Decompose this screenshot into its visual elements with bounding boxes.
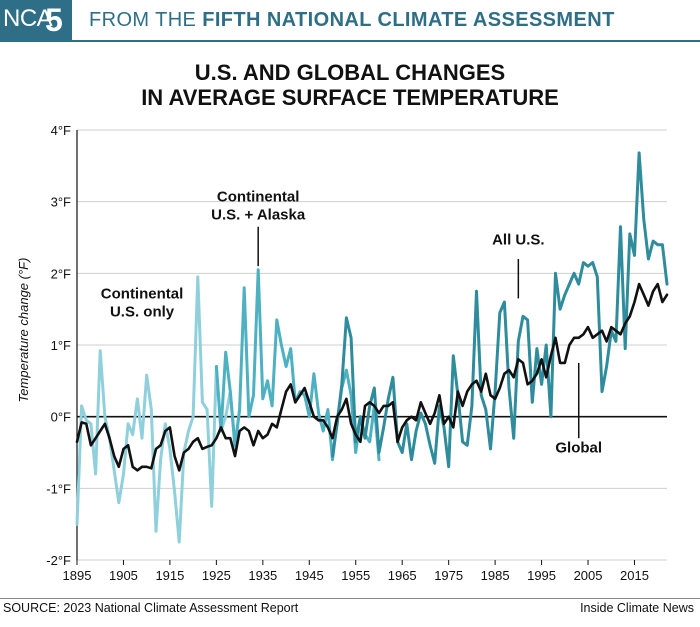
series-all-u-s-line	[331, 151, 669, 469]
series-continental-u-s-only-line	[75, 275, 242, 544]
logo-text: NCA	[3, 5, 53, 32]
annotation-continental-u-s-alaska: Continental	[217, 189, 300, 206]
chart-title-line-1: U.S. AND GLOBAL CHANGES	[194, 60, 506, 85]
y-tick-label: -2°F	[46, 553, 71, 568]
y-tick-label: 0°F	[51, 410, 71, 425]
credit-note: Inside Climate News	[580, 601, 694, 615]
y-tick-label: 3°F	[51, 195, 71, 210]
banner-emphasis: FIFTH NATIONAL CLIMATE ASSESSMENT	[202, 9, 615, 31]
annotation-global: Global	[555, 440, 602, 457]
x-tick-label: 1995	[527, 568, 556, 583]
annotation-all-u-s: All U.S.	[492, 232, 545, 249]
banner-heading: FROM THE FIFTH NATIONAL CLIMATE ASSESSME…	[89, 9, 615, 32]
y-axis-label: Temperature change (°F)	[16, 258, 31, 403]
x-tick-label: 1905	[109, 568, 138, 583]
banner-prefix: FROM THE	[89, 9, 203, 31]
y-tick-label: 4°F	[51, 123, 71, 138]
x-tick-label: 1965	[388, 568, 417, 583]
source-note: SOURCE: 2023 National Climate Assessment…	[3, 601, 299, 615]
annotation-continental-u-s-alaska: U.S. + Alaska	[211, 207, 306, 224]
y-tick-label: 2°F	[51, 266, 71, 281]
header-banner: NCA 5 FROM THE FIFTH NATIONAL CLIMATE AS…	[0, 0, 700, 45]
y-tick-label: -1°F	[46, 481, 71, 496]
annotation-continental-u-s-only: Continental	[101, 285, 184, 302]
x-tick-label: 1895	[63, 568, 92, 583]
nca5-logo: NCA 5	[0, 0, 72, 40]
x-tick-label: 1955	[341, 568, 370, 583]
temperature-chart: -2°F -1°F 0°F 1°F 2°F 3°F 4°F 1895 1905 1915 1925 1…	[16, 123, 669, 583]
x-tick-label: 1925	[202, 568, 231, 583]
x-tick-label: 2015	[620, 568, 649, 583]
chart-title-line-2: IN AVERAGE SURFACE TEMPERATURE	[141, 85, 559, 110]
annotation-continental-u-s-only: U.S. only	[110, 303, 175, 320]
x-tick-label: 1975	[434, 568, 463, 583]
x-tick-label: 1985	[481, 568, 510, 583]
logo-number: 5	[45, 2, 63, 38]
x-tick-label: 1945	[295, 568, 324, 583]
x-tick-label: 1935	[248, 568, 277, 583]
x-tick-label: 2005	[574, 568, 603, 583]
y-tick-label: 1°F	[51, 338, 71, 353]
series-global-line	[75, 282, 669, 472]
x-tick-label: 1915	[155, 568, 184, 583]
footer-rule	[0, 598, 700, 599]
banner-rule	[0, 40, 700, 42]
